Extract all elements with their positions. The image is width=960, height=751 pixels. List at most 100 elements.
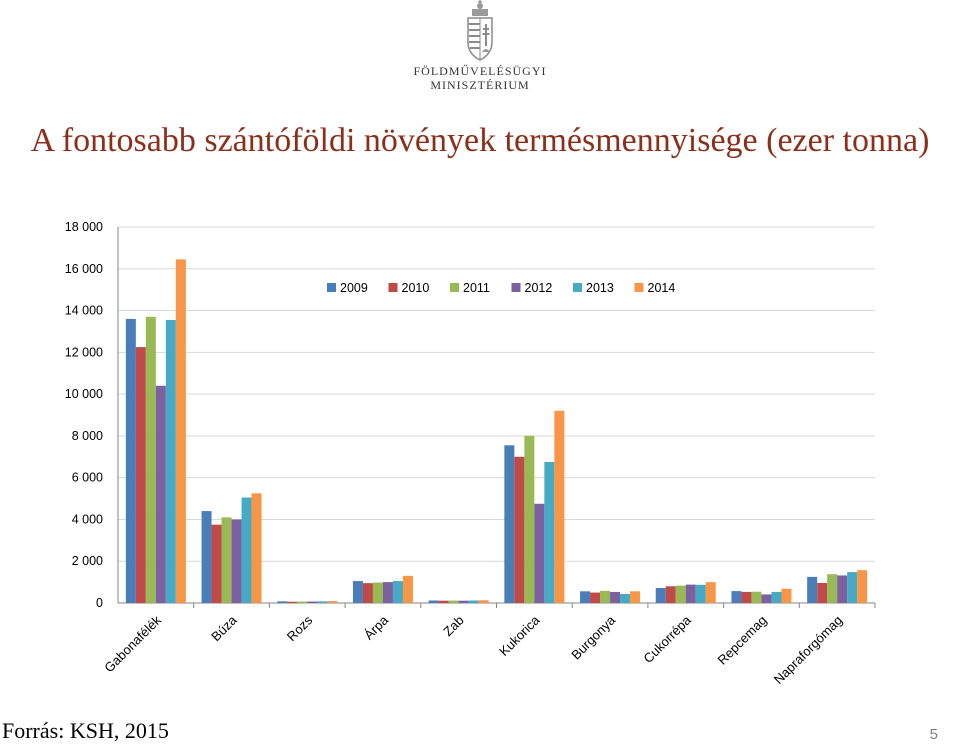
- bar: [251, 493, 262, 603]
- bar: [145, 316, 156, 603]
- bar: [817, 582, 828, 603]
- ministry-logo: FÖLDMŰVELÉSÜGYI MINISZTÉRIUM: [400, 0, 560, 100]
- legend-swatch: [634, 283, 644, 292]
- x-tick-label: Napraforgómag: [771, 613, 845, 687]
- legend-swatch: [450, 283, 459, 292]
- legend-swatch: [573, 283, 582, 292]
- bar: [362, 583, 373, 603]
- bar: [741, 591, 752, 603]
- bar: [731, 591, 742, 603]
- bar: [125, 318, 136, 603]
- bar: [135, 347, 146, 603]
- legend-swatch: [327, 283, 336, 292]
- bar: [655, 587, 666, 603]
- x-tick-label: Zab: [440, 613, 466, 639]
- bar: [317, 601, 328, 603]
- ministry-name-line1: FÖLDMŰVELÉSÜGYI: [413, 64, 547, 78]
- legend-label: 2013: [586, 281, 614, 295]
- legend-label: 2011: [463, 281, 490, 295]
- y-tick-label: 6 000: [72, 471, 103, 485]
- bar: [610, 591, 621, 603]
- bar: [352, 581, 363, 603]
- bar: [534, 503, 545, 603]
- y-tick-label: 12 000: [65, 345, 103, 359]
- bar: [847, 572, 858, 603]
- x-tick-label: Repcemag: [715, 613, 770, 668]
- bar: [695, 584, 706, 603]
- x-tick-label: Búza: [208, 612, 240, 644]
- bar: [705, 582, 716, 603]
- bar: [600, 590, 611, 603]
- hungarian-coat-of-arms-icon: [467, 0, 493, 61]
- legend-label: 2012: [525, 281, 553, 295]
- bar: [751, 591, 762, 603]
- bar: [807, 576, 818, 603]
- bar: [478, 600, 489, 603]
- legend-label: 2009: [340, 281, 368, 295]
- bar: [277, 601, 288, 603]
- y-tick-label: 4 000: [72, 512, 103, 526]
- bar: [685, 584, 696, 603]
- bar: [630, 591, 641, 603]
- bar: [201, 511, 212, 603]
- bar: [402, 575, 413, 603]
- bar: [175, 259, 186, 603]
- bar: [761, 594, 772, 603]
- bar: [504, 445, 515, 603]
- bar: [580, 591, 591, 603]
- x-tick-label: Burgonya: [568, 612, 619, 663]
- bar: [554, 410, 565, 603]
- slide-title: A fontosabb szántóföldi növények termésm…: [30, 122, 930, 159]
- legend-swatch: [511, 283, 521, 292]
- bar: [665, 586, 676, 603]
- bar: [372, 582, 383, 603]
- legend-label: 2014: [648, 281, 676, 295]
- bar: [448, 600, 459, 603]
- ministry-name-line2: MINISZTÉRIUM: [430, 78, 530, 92]
- bar: [211, 524, 222, 603]
- x-tick-label: Kukorica: [496, 612, 543, 659]
- bar: [382, 582, 393, 603]
- legend-label: 2010: [402, 281, 430, 295]
- bar: [458, 600, 469, 603]
- bar: [438, 600, 449, 603]
- legend-swatch: [388, 283, 398, 292]
- bar: [392, 581, 403, 603]
- bar: [837, 575, 848, 603]
- bar: [155, 385, 166, 603]
- bar: [468, 600, 479, 603]
- y-tick-label: 10 000: [65, 387, 103, 401]
- y-tick-label: 8 000: [72, 429, 103, 443]
- bar: [165, 319, 176, 603]
- x-tick-label: Rozs: [284, 612, 316, 644]
- bar: [544, 462, 555, 603]
- bar: [287, 601, 298, 603]
- bar: [620, 594, 631, 603]
- y-tick-label: 2 000: [72, 554, 103, 568]
- y-tick-label: 16 000: [65, 262, 103, 276]
- bar: [827, 574, 838, 603]
- bar: [771, 591, 782, 603]
- x-tick-label: Árpa: [361, 612, 392, 643]
- y-tick-label: 14 000: [65, 304, 103, 318]
- x-tick-label: Cukorrépa: [640, 612, 694, 666]
- bar: [675, 585, 686, 603]
- bar: [428, 600, 439, 603]
- bar: [297, 601, 308, 603]
- bar: [221, 517, 232, 603]
- bar: [514, 456, 525, 603]
- bar: [307, 601, 318, 603]
- bar: [857, 570, 868, 603]
- source-note: Forrás: KSH, 2015: [2, 718, 169, 743]
- y-tick-label: 18 000: [65, 220, 103, 234]
- bar: [524, 435, 535, 603]
- x-tick-label: Gabonafélék: [101, 612, 164, 675]
- bar: [241, 497, 252, 603]
- bar: [781, 588, 792, 603]
- bar: [327, 601, 338, 603]
- bar: [590, 592, 601, 603]
- bar: [231, 519, 242, 603]
- page-number: 5: [929, 726, 938, 743]
- y-tick-label: 0: [96, 596, 103, 610]
